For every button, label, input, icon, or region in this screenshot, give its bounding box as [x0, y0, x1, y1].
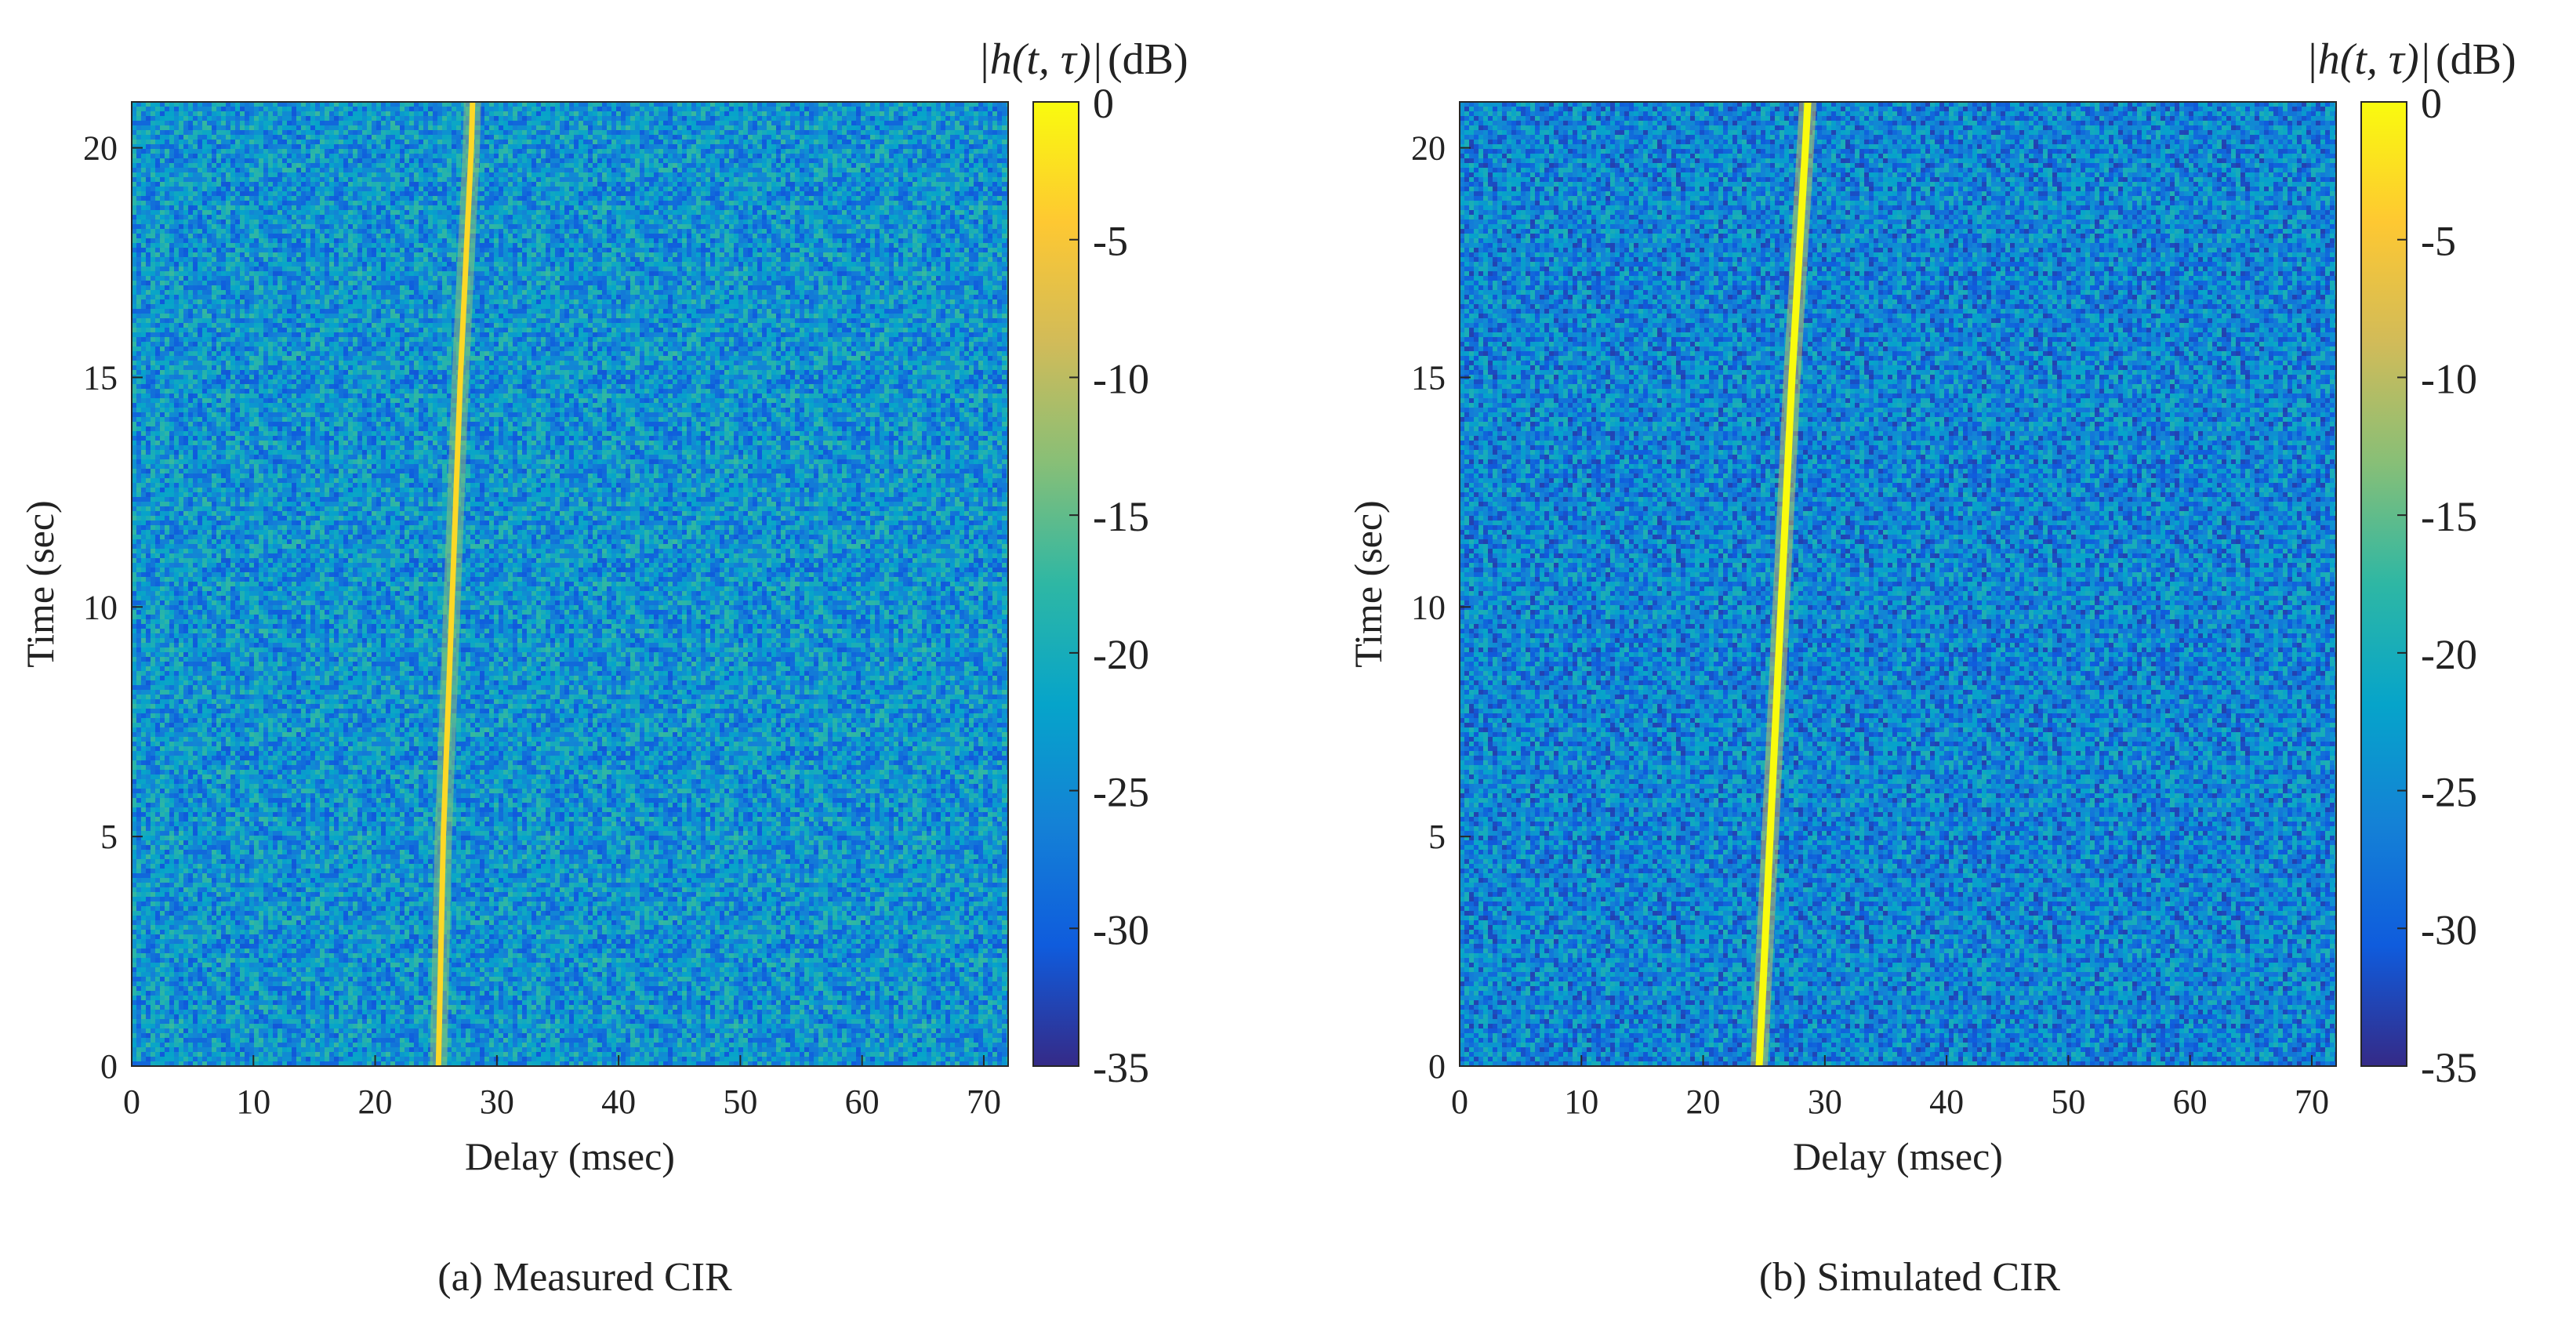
x-tick-label: 50	[723, 1083, 757, 1121]
panel-measured-cir: 0 10 20 30 40 50 60 70 0 5 10 15 20 Delay (msec) Time …	[18, 35, 1188, 1178]
y-tick-label: 10	[83, 588, 118, 626]
x-axis-label: Delay (msec)	[465, 1134, 675, 1178]
y-axis-label: Time (sec)	[1346, 500, 1390, 667]
colorbar-title-symbol: |h(t, τ)|	[978, 35, 1103, 84]
heatmap-plot-area	[1460, 102, 2336, 1066]
caption-simulated-cir: (b) Simulated CIR	[1758, 1255, 2061, 1300]
colorbar-title: |h(t, τ)|	[2306, 35, 2431, 84]
ridge-line	[1755, 102, 1812, 1066]
colorbar	[2360, 101, 2407, 1067]
colorbar-tick-label: -15	[1093, 493, 1149, 540]
y-tick-label: 0	[100, 1047, 118, 1086]
colorbar-title-unit: (dB)	[2436, 35, 2516, 84]
x-tick-label: 20	[1686, 1083, 1721, 1121]
x-tick-label: 40	[1929, 1083, 1964, 1121]
colorbar-tick-label: -25	[2421, 769, 2477, 816]
x-tick-label: 40	[601, 1083, 636, 1121]
axes-frame	[131, 101, 1009, 1067]
panel-simulated-cir: 0 10 20 30 40 50 60 70 0 5 10 15 20 Delay (msec) Time …	[1346, 35, 2516, 1178]
x-tick-label: 10	[1564, 1083, 1598, 1121]
colorbar-tick-label: -20	[2421, 631, 2477, 678]
colorbar	[1032, 101, 1079, 1067]
y-axis-label: Time (sec)	[18, 500, 62, 667]
caption-measured-cir: (a) Measured CIR	[437, 1255, 732, 1300]
axes-frame	[1459, 101, 2337, 1067]
x-tick-label: 10	[236, 1083, 270, 1121]
colorbar-tick-label: -25	[1093, 769, 1149, 816]
x-tick-label: 0	[1451, 1083, 1468, 1121]
x-axis-label: Delay (msec)	[1793, 1134, 2003, 1178]
colorbar-title-unit: (dB)	[1108, 35, 1188, 84]
y-tick-label: 0	[1428, 1047, 1446, 1086]
colorbar-tick-label: -10	[2421, 355, 2477, 402]
x-tick-label: 20	[358, 1083, 393, 1121]
y-tick-label: 10	[1411, 588, 1446, 626]
colorbar-title-symbol: |h(t, τ)|	[2306, 35, 2431, 84]
colorbar-tick-label: -35	[1093, 1044, 1149, 1091]
x-tick-label: 60	[2173, 1083, 2208, 1121]
colorbar-tick-label: -20	[1093, 631, 1149, 678]
y-tick-label: 5	[100, 818, 118, 856]
colorbar-tick-label: -15	[2421, 493, 2477, 540]
x-tick-label: 70	[967, 1083, 1001, 1121]
y-tick-label: 5	[1428, 818, 1446, 856]
colorbar-tick-label: -10	[1093, 355, 1149, 402]
heatmap-background	[1460, 102, 2336, 1066]
colorbar-tick-label: 0	[2421, 80, 2442, 127]
heatmap-background	[132, 102, 1008, 1066]
heatmap-plot-area	[132, 102, 1008, 1066]
colorbar-title: |h(t, τ)|	[978, 35, 1103, 84]
y-tick-label: 20	[83, 129, 118, 168]
ridge-line	[435, 102, 476, 1066]
x-tick-label: 70	[2295, 1083, 2329, 1121]
y-tick-label: 20	[1411, 129, 1446, 168]
colorbar-tick-label: -35	[2421, 1044, 2477, 1091]
x-tick-label: 50	[2051, 1083, 2085, 1121]
x-tick-label: 0	[123, 1083, 140, 1121]
colorbar-tick-label: -30	[1093, 906, 1149, 953]
y-tick-label: 15	[1411, 358, 1446, 397]
y-tick-label: 15	[83, 358, 118, 397]
colorbar-tick-label: -5	[1093, 218, 1128, 265]
colorbar-tick-label: 0	[1093, 80, 1114, 127]
x-tick-label: 30	[480, 1083, 514, 1121]
x-tick-label: 30	[1808, 1083, 1842, 1121]
colorbar-tick-label: -30	[2421, 906, 2477, 953]
x-tick-label: 60	[845, 1083, 880, 1121]
colorbar-tick-label: -5	[2421, 218, 2456, 265]
